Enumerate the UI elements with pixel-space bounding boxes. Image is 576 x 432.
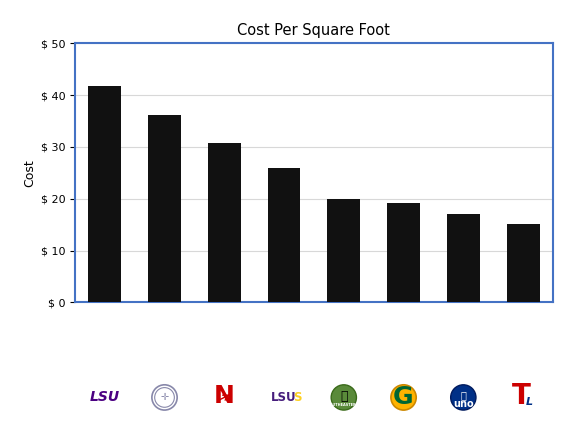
Circle shape [391, 385, 416, 410]
Bar [88, 86, 121, 302]
Ellipse shape [450, 385, 476, 410]
Bar [507, 224, 540, 302]
Y-axis label: Cost: Cost [24, 159, 36, 187]
Text: LSU: LSU [271, 391, 297, 404]
Text: uno: uno [453, 399, 473, 409]
Text: 🏰: 🏰 [460, 391, 466, 400]
Text: SOUTHEASTERN: SOUTHEASTERN [328, 403, 359, 407]
Bar [208, 143, 241, 302]
Bar [327, 199, 360, 302]
Text: T: T [512, 382, 531, 410]
Text: LSU: LSU [90, 391, 120, 404]
Text: L: L [526, 397, 533, 407]
Bar [148, 115, 181, 302]
Bar [447, 214, 480, 302]
Text: N: N [214, 384, 234, 408]
Text: 🦁: 🦁 [340, 390, 347, 403]
Text: G: G [393, 385, 414, 410]
Text: S: S [293, 391, 302, 404]
Text: ✛: ✛ [161, 392, 169, 403]
Ellipse shape [331, 385, 357, 410]
Bar [268, 168, 301, 302]
Title: Cost Per Square Foot: Cost Per Square Foot [237, 23, 391, 38]
Bar [387, 203, 420, 302]
